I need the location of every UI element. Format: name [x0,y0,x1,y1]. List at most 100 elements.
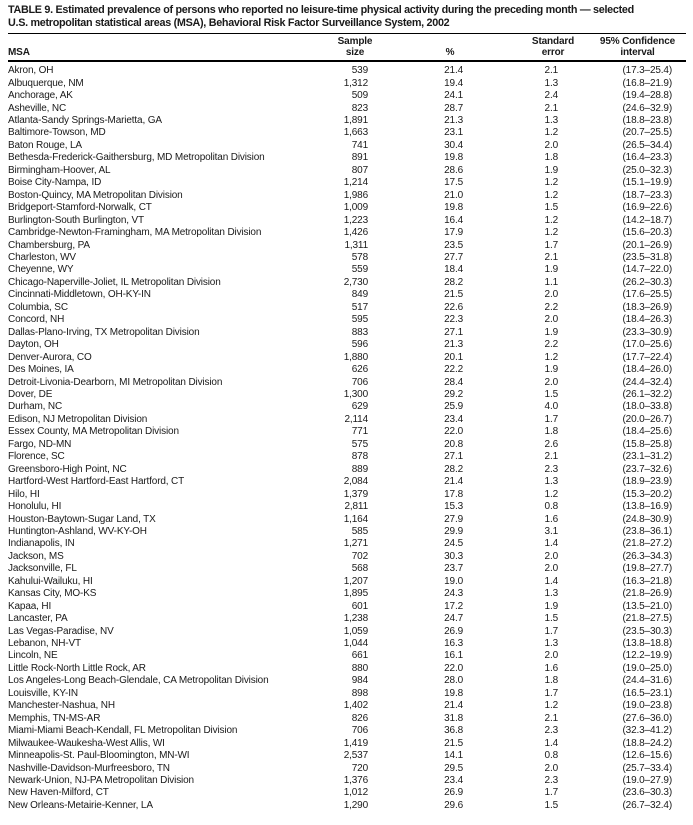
standard-error-cell: 3.1 [544,525,559,537]
table-row: Lancaster, PA 1,238 24.7 1.5 (21.8–27.5) [8,613,686,625]
sample-size-cell: 539 [351,65,368,77]
confidence-interval-cell: (18.7–23.3) [622,189,673,201]
msa-cell: Boise City-Nampa, ID [8,177,102,189]
msa-cell: Atlanta-Sandy Springs-Marietta, GA [8,115,162,126]
msa-cell: Fargo, ND-MN [8,438,72,450]
standard-error-cell: 2.2 [544,339,559,351]
sample-size-cell: 575 [351,438,368,450]
standard-error-cell: 1.3 [544,476,559,488]
standard-error-cell: 1.2 [544,227,559,239]
percent-cell: 18.4 [444,264,463,276]
percent-cell: 28.7 [444,102,463,114]
table-row: Las Vegas-Paradise, NV 1,059 26.9 1.7 (23.5–… [8,626,686,638]
confidence-interval-cell: (17.3–25.4) [622,65,673,77]
sample-size-cell: 889 [351,463,368,475]
table-row: Hartford-West Hartford-East Hartford, CT… [8,476,686,488]
msa-cell: Manchester-Nashua, NH [8,700,115,712]
standard-error-cell: 1.6 [544,662,559,674]
confidence-interval-cell: (15.8–25.8) [622,438,673,450]
sample-size-cell: 601 [351,600,368,612]
confidence-interval-cell: (25.7–33.4) [622,762,673,774]
sample-size-cell: 898 [351,687,368,699]
confidence-interval-cell: (26.5–34.4) [622,139,673,151]
standard-error-cell: 4.0 [544,401,559,413]
table-title-line-2: U.S. metropolitan statistical areas (MSA… [8,16,450,29]
percent-cell: 36.8 [444,725,463,737]
msa-cell: Durham, NC [8,401,63,413]
percent-cell: 21.4 [444,700,463,712]
percent-cell: 27.1 [444,326,463,338]
standard-error-cell: 1.5 [544,388,559,400]
confidence-interval-cell: (18.8–24.2) [622,737,673,749]
confidence-interval-cell: (17.6–25.5) [622,289,673,301]
confidence-interval-cell: (18.4–26.3) [622,314,673,326]
sample-size-cell: 826 [351,712,368,724]
table-row: Akron, OH 539 21.4 2.1 (17.3–25.4) [8,61,686,77]
sample-size-cell: 568 [351,563,368,575]
table-row: Fargo, ND-MN 575 20.8 2.6 (15.8–25.8) [8,439,686,451]
confidence-interval-cell: (24.6–32.9) [622,102,673,114]
table-row: Kapaa, HI 601 17.2 1.9 (13.5–21.0) [8,601,686,613]
msa-cell: Cheyenne, WY [8,264,74,276]
percent-cell: 22.3 [444,314,463,326]
percent-cell: 28.6 [444,164,463,176]
table-body: Akron, OH 539 21.4 2.1 (17.3–25.4) Albuquerqu… [8,61,686,812]
percent-cell: 21.0 [444,189,463,201]
sample-size-cell: 1,376 [343,775,368,787]
confidence-interval-cell: (23.8–36.1) [622,525,673,537]
msa-cell: Hartford-West Hartford-East Hartford, CT [8,476,185,488]
confidence-interval-cell: (16.8–21.9) [622,77,673,89]
confidence-interval-cell: (15.6–20.3) [622,227,673,239]
standard-error-cell: 1.3 [544,115,559,126]
table-row: Florence, SC 878 27.1 2.1 (23.1–31.2) [8,451,686,463]
percent-cell: 17.8 [444,488,463,500]
msa-prevalence-table: MSA Sample size % Standard error 95% Confi… [8,33,686,813]
confidence-interval-cell: (23.5–30.3) [622,625,673,637]
table-row: Kansas City, MO-KS 1,895 24.3 1.3 (21.8–26.9… [8,588,686,600]
table-row: Asheville, NC 823 28.7 2.1 (24.6–32.9) [8,103,686,115]
confidence-interval-cell: (25.0–32.3) [622,164,673,176]
msa-cell: Bridgeport-Stamford-Norwalk, CT [8,202,152,214]
sample-size-cell: 1,895 [343,588,368,600]
standard-error-cell: 2.0 [544,314,559,326]
standard-error-cell: 2.3 [544,775,559,787]
sample-size-cell: 878 [351,451,368,463]
confidence-interval-cell: (26.1–32.2) [622,388,673,400]
msa-cell: Anchorage, AK [8,90,73,102]
confidence-interval-cell: (17.7–22.4) [622,351,673,363]
table-row: Louisville, KY-IN 898 19.8 1.7 (16.5–23.1) [8,688,686,700]
percent-cell: 29.2 [444,388,463,400]
table-row: Cambridge-Newton-Framingham, MA Metropol… [8,227,686,239]
standard-error-cell: 2.1 [544,712,559,724]
sample-size-cell: 661 [351,650,368,662]
percent-cell: 17.9 [444,227,463,239]
table-title: TABLE 9. Estimated prevalence of persons… [8,4,686,34]
confidence-interval-cell: (23.1–31.2) [622,451,673,463]
msa-cell: Baton Rouge, LA [8,139,82,151]
table-row: Bridgeport-Stamford-Norwalk, CT 1,009 19.8… [8,202,686,214]
sample-size-cell: 1,290 [343,799,368,811]
sample-size-cell: 1,012 [343,787,368,799]
standard-error-cell: 2.3 [544,725,559,737]
standard-error-cell: 2.0 [544,139,559,151]
standard-error-cell: 1.9 [544,326,559,338]
percent-cell: 19.0 [444,575,463,587]
confidence-interval-cell: (16.4–23.3) [622,152,673,164]
sample-size-cell: 1,312 [343,77,368,89]
standard-error-cell: 1.8 [544,675,559,687]
confidence-interval-cell: (24.8–30.9) [622,513,673,525]
msa-cell: Kahului-Wailuku, HI [8,575,93,587]
sample-size-cell: 595 [351,314,368,326]
confidence-interval-cell: (26.2–30.3) [622,276,673,288]
standard-error-cell: 1.5 [544,202,559,214]
percent-cell: 29.6 [444,799,463,811]
sample-size-cell: 517 [351,301,368,313]
msa-cell: Las Vegas-Paradise, NV [8,625,114,637]
table-row: Denver-Aurora, CO 1,880 20.1 1.2 (17.7–22.4) [8,352,686,364]
standard-error-cell: 1.2 [544,214,559,226]
table-row: Cincinnati-Middletown, OH-KY-IN 849 21.5 2.… [8,289,686,301]
confidence-interval-cell: (20.0–26.7) [622,413,673,425]
confidence-interval-cell: (32.3–41.2) [622,725,673,737]
msa-cell: Columbia, SC [8,301,68,313]
